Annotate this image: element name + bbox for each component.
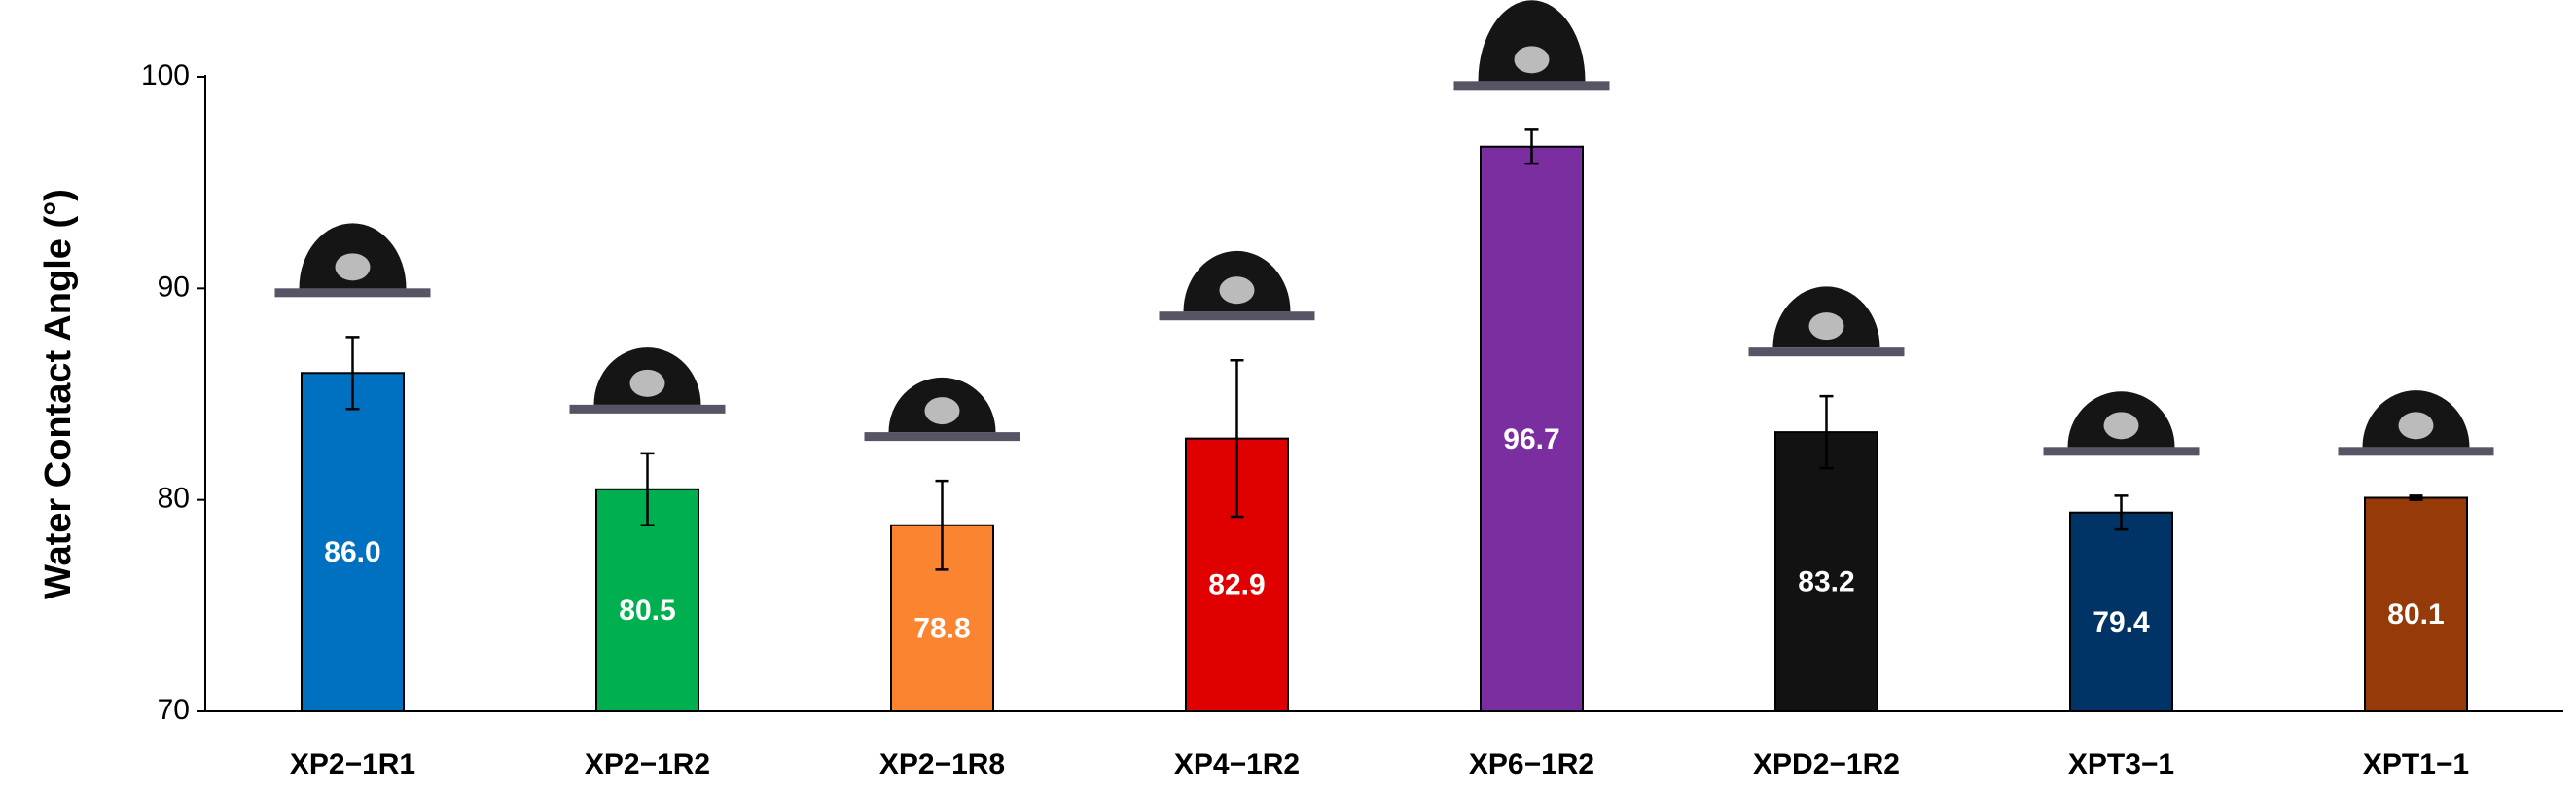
y-tick-label: 90 <box>158 271 190 303</box>
droplet-highlight <box>1514 46 1550 74</box>
droplet-substrate <box>569 404 726 414</box>
error-bar <box>935 479 949 571</box>
y-axis-label: Water Contact Angle (°) <box>38 189 79 599</box>
error-bar <box>1524 128 1539 165</box>
error-bar <box>1230 358 1244 519</box>
bar <box>1185 437 1289 712</box>
x-tick-label: XP2−1R1 <box>290 748 415 780</box>
value-label: 82.9 <box>1208 569 1265 601</box>
bar <box>1774 431 1878 712</box>
x-tick-label: XP2−1R2 <box>585 748 710 780</box>
value-label: 78.8 <box>913 612 970 644</box>
droplet-substrate <box>2338 447 2494 456</box>
bar <box>301 372 405 712</box>
error-bar <box>1819 394 1834 470</box>
y-tick-label: 80 <box>158 483 190 515</box>
droplet-highlight <box>2398 412 2434 440</box>
droplet-highlight <box>1808 312 1844 341</box>
droplet <box>1478 0 1586 82</box>
x-tick-label: XP4−1R2 <box>1174 748 1300 780</box>
bar <box>2364 496 2468 713</box>
droplet-highlight <box>924 397 960 425</box>
bar <box>1480 145 1584 713</box>
droplet-substrate <box>2043 447 2200 456</box>
y-tick-label: 100 <box>141 59 190 91</box>
x-tick-label: XPD2−1R2 <box>1753 748 1900 780</box>
x-tick-label: XPT1−1 <box>2363 748 2469 780</box>
value-label: 80.1 <box>2387 598 2444 631</box>
value-label: 86.0 <box>324 536 380 568</box>
value-label: 80.5 <box>619 595 675 627</box>
value-label: 83.2 <box>1798 565 1854 598</box>
droplet-highlight <box>629 369 665 397</box>
error-bar <box>2409 494 2423 501</box>
droplet-substrate <box>1453 81 1610 91</box>
droplet-substrate <box>864 432 1020 442</box>
droplet-substrate <box>1748 347 1905 357</box>
droplet-highlight <box>1219 276 1255 305</box>
value-label: 79.4 <box>2093 606 2150 638</box>
y-tick-label: 70 <box>158 694 190 726</box>
droplet-substrate <box>274 288 431 298</box>
error-bar <box>2114 494 2129 531</box>
error-bar <box>345 336 360 411</box>
value-label: 96.7 <box>1503 423 1559 455</box>
droplet-highlight <box>335 253 371 281</box>
error-bar <box>640 452 655 526</box>
bar <box>2069 511 2173 712</box>
droplet-highlight <box>2103 412 2139 440</box>
droplet-substrate <box>1159 311 1315 321</box>
x-tick-label: XP6−1R2 <box>1469 748 1594 780</box>
x-tick-label: XPT3−1 <box>2068 748 2174 780</box>
x-tick-label: XP2−1R8 <box>879 748 1005 780</box>
